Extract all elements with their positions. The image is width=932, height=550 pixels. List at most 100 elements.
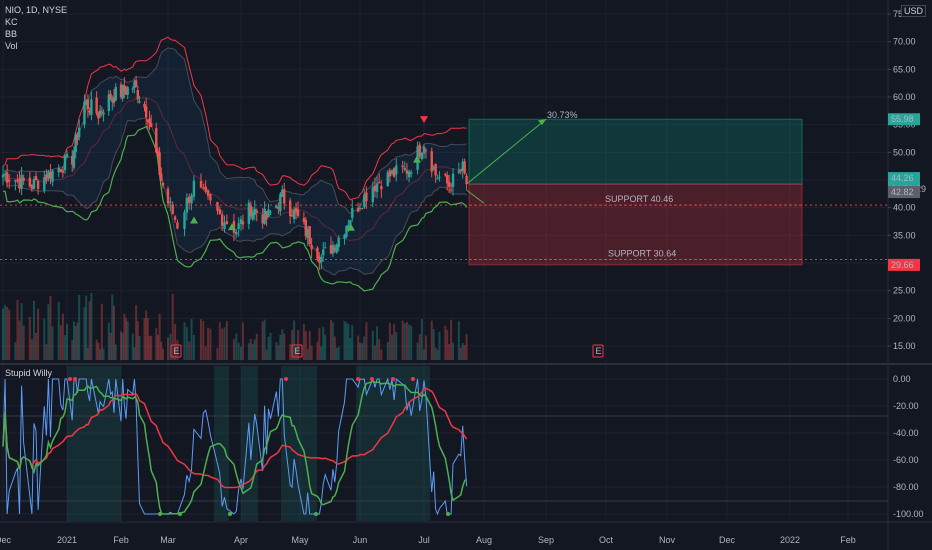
volume-bar (8, 309, 11, 360)
time-tick-label: Feb (840, 535, 856, 545)
candle-body (148, 118, 151, 124)
candle-body (436, 178, 439, 180)
indicator-kc[interactable]: KC (5, 17, 18, 27)
candle-body (76, 134, 79, 140)
volume-bar (363, 336, 366, 360)
time-tick-label: Oct (599, 535, 614, 545)
oscillator-name[interactable]: Stupid Willy (5, 368, 53, 378)
osc-extreme-dot (370, 377, 374, 381)
buy-signal-marker (228, 223, 236, 231)
support1-label: SUPPORT 40.46 (605, 194, 673, 204)
volume-bar (30, 339, 33, 360)
volume-bar (267, 336, 270, 360)
symbol-label[interactable]: NIO, 1D, NYSE (5, 5, 68, 15)
indicator-bb[interactable]: BB (5, 29, 18, 39)
volume-bar (4, 304, 7, 360)
candle-body (277, 207, 280, 209)
candle-body (308, 226, 311, 244)
volume-bar (386, 341, 389, 360)
candle-body (318, 257, 321, 263)
candle-body (275, 205, 278, 209)
volume-bar (347, 324, 350, 360)
volume-bar (20, 303, 23, 360)
volume-bar (145, 310, 148, 360)
volume-bar (123, 313, 126, 360)
candle-body (239, 219, 243, 224)
volume-bar (171, 293, 174, 360)
volume-bar (405, 321, 408, 360)
volume-bar (322, 326, 325, 360)
volume-bar (410, 325, 413, 360)
candle-body (395, 165, 398, 175)
volume-bar (135, 305, 138, 360)
candle-body (365, 192, 368, 202)
volume-bar (88, 301, 91, 360)
volume-bar (126, 321, 129, 360)
osc-extreme-dot (314, 512, 318, 516)
volume-bar (337, 346, 340, 360)
candle-body (36, 180, 40, 189)
volume-bar (218, 322, 221, 360)
volume-bar (121, 333, 124, 360)
candle-body (160, 173, 163, 182)
osc-extreme-dot (158, 512, 162, 516)
candle-body (3, 174, 7, 176)
price-tick-label: 15.00 (893, 341, 916, 351)
volume-bar (61, 313, 64, 360)
volume-bar (255, 333, 258, 360)
indicator-vol[interactable]: Vol (5, 41, 18, 51)
candle-body (204, 186, 207, 192)
candle-body (155, 128, 158, 153)
candle-body (143, 103, 146, 108)
candle-body (98, 110, 102, 116)
candle-body (209, 194, 212, 201)
volume-bar (416, 342, 419, 360)
time-tick-label: Aug (476, 535, 492, 545)
candle-body (225, 221, 229, 225)
candle-body (218, 209, 222, 215)
candle-body (430, 151, 433, 172)
osc-tick-label: -60.00 (893, 455, 919, 465)
volume-bar (295, 347, 298, 360)
time-tick-label: Feb (113, 535, 129, 545)
volume-bar (331, 322, 334, 360)
candle-body (173, 216, 177, 220)
candle-body (331, 245, 335, 254)
candle-body (61, 170, 65, 173)
volume-bar (207, 327, 210, 360)
candle-body (100, 111, 104, 113)
candle-body (347, 224, 350, 229)
volume-bar (316, 341, 319, 360)
volume-bar (155, 328, 158, 360)
volume-bar (37, 308, 40, 360)
bollinger-fill (3, 47, 467, 275)
bollinger-basis-line (2, 97, 467, 242)
price-badge-label: 42.82 (891, 187, 914, 197)
osc-extreme-dot (391, 377, 395, 381)
volume-bar (293, 320, 296, 360)
osc-tick-label: -20.00 (893, 401, 919, 411)
candle-body (410, 172, 413, 174)
candle-body (351, 208, 354, 219)
currency-badge[interactable]: USD (900, 5, 926, 17)
osc-extreme-dot (178, 512, 182, 516)
volume-bar (102, 348, 105, 360)
candle-body (420, 152, 424, 160)
volume-bar (434, 347, 437, 360)
osc-raw-line (2, 377, 468, 516)
volume-bar (448, 344, 451, 360)
volume-bar (335, 347, 338, 360)
volume-bar (261, 321, 264, 360)
candle-body (220, 214, 224, 226)
volume-bar (97, 342, 100, 360)
volume-bar (100, 303, 103, 360)
candle-body (288, 200, 292, 217)
volume-bar (47, 304, 50, 360)
time-tick-label: Jun (353, 535, 368, 545)
volume-bar (418, 333, 421, 360)
candle-body (255, 210, 258, 213)
candle-body (235, 231, 238, 235)
candle-body (302, 218, 306, 222)
